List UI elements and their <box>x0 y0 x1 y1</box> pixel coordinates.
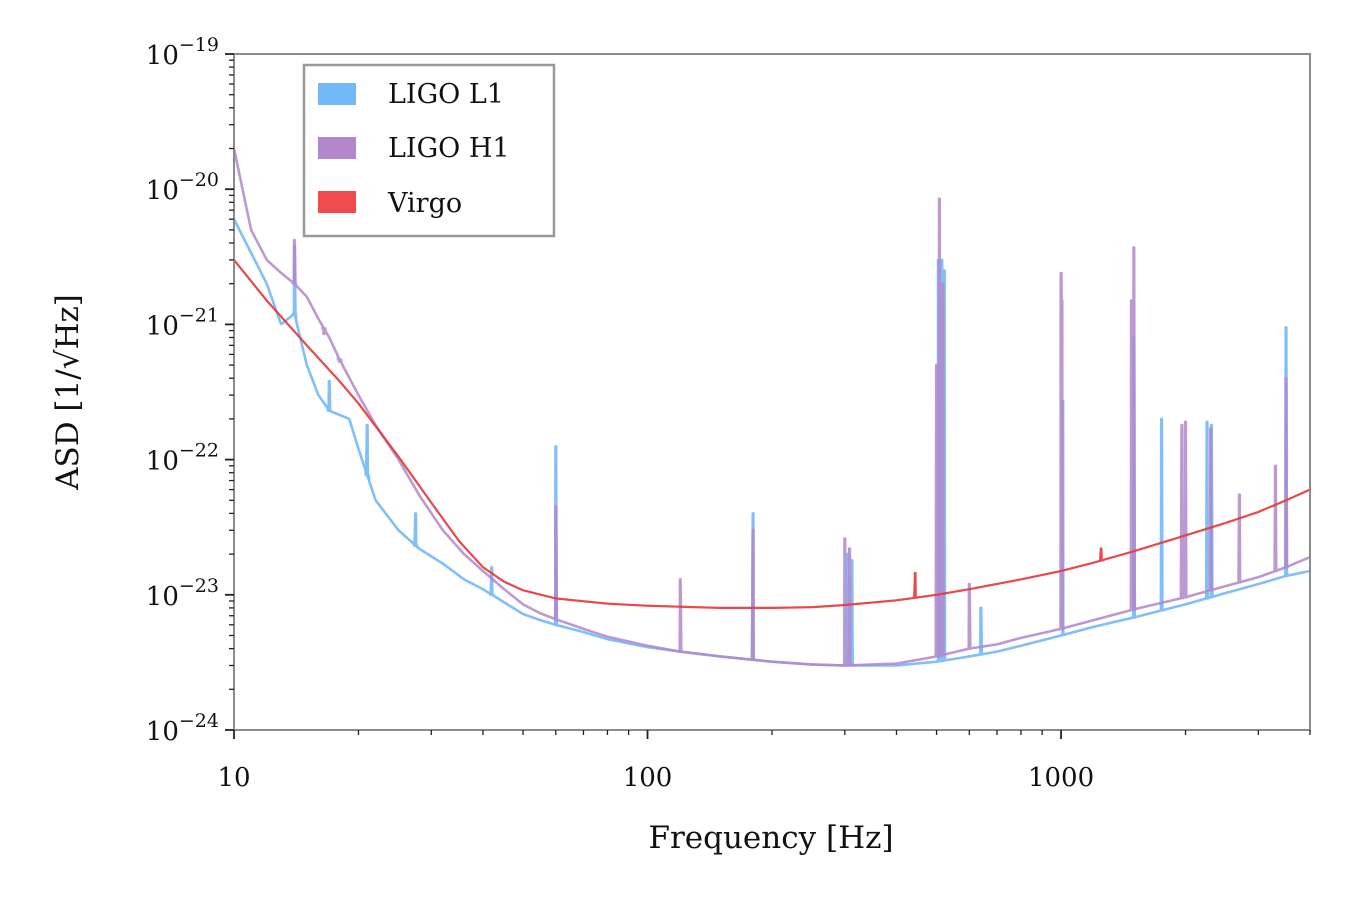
y-tick-base: 10 <box>146 717 179 747</box>
y-tick-base: 10 <box>146 582 179 612</box>
series-line-virgo <box>234 259 1310 609</box>
y-tick-label: 10−21 <box>146 304 219 341</box>
y-tick-base: 10 <box>146 41 179 71</box>
legend-swatch-ligo-h1 <box>318 137 356 159</box>
y-tick-base: 10 <box>146 447 179 477</box>
legend: LIGO L1 LIGO H1 Virgo <box>302 63 556 238</box>
y-tick-exponent: −20 <box>179 169 219 191</box>
y-tick-exponent: −22 <box>179 440 219 462</box>
series-layer <box>234 148 1310 667</box>
y-axis-label: ASD [1/√Hz] <box>50 294 86 491</box>
legend-label-ligo-l1: LIGO L1 <box>388 79 504 110</box>
x-tick-label: 100 <box>623 763 673 793</box>
y-tick-label: 10−22 <box>146 440 219 477</box>
y-tick-exponent: −21 <box>179 304 219 326</box>
y-tick-exponent: −24 <box>179 710 219 732</box>
x-axis: 10 100 1000 <box>217 730 1311 793</box>
y-tick-label: 10−19 <box>146 34 219 71</box>
y-tick-base: 10 <box>146 176 179 206</box>
y-tick-base: 10 <box>146 311 179 341</box>
series-line-ligo-h1 <box>234 148 1310 667</box>
x-tick-label: 10 <box>217 763 250 793</box>
legend-swatch-ligo-l1 <box>318 83 356 105</box>
y-tick-label: 10−23 <box>146 575 219 612</box>
y-tick-exponent: −23 <box>179 575 219 597</box>
x-axis-label: Frequency [Hz] <box>648 820 893 856</box>
x-tick-label: 1000 <box>1028 763 1094 793</box>
y-tick-exponent: −19 <box>179 34 219 56</box>
y-tick-label: 10−20 <box>146 169 219 206</box>
legend-swatch-virgo <box>318 191 356 213</box>
legend-label-ligo-h1: LIGO H1 <box>388 133 510 164</box>
legend-label-virgo: Virgo <box>387 188 462 219</box>
y-tick-label: 10−24 <box>146 710 219 747</box>
